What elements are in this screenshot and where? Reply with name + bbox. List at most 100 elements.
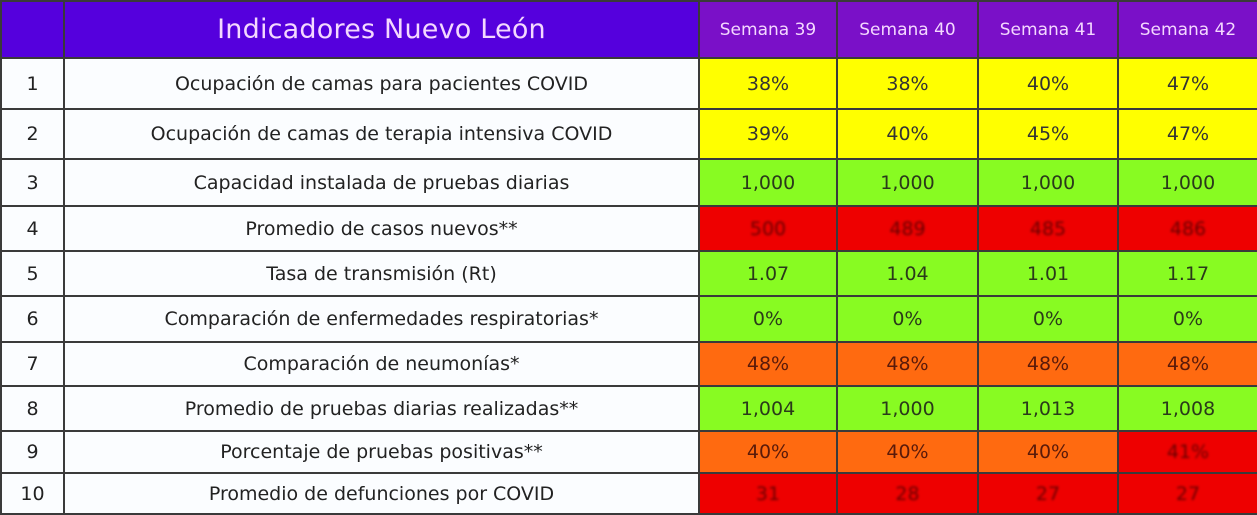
row-number: 2: [0, 108, 65, 160]
value-cell-green: 1,013: [977, 385, 1119, 432]
table-row: 10 Promedio de defunciones por COVID 31 28 2…: [0, 472, 1257, 515]
value-cell-orange: 48%: [1117, 341, 1257, 387]
value-text: 1,000: [880, 171, 935, 194]
value-text: 1,000: [1020, 171, 1076, 194]
indicator-label: Ocupación de camas para pacientes COVID: [63, 57, 700, 110]
indicator-label: Promedio de pruebas diarias realizadas**: [63, 385, 700, 432]
value-text: 485: [1029, 217, 1067, 240]
value-text: 1,000: [880, 397, 935, 420]
indicator-label: Capacidad instalada de pruebas diarias: [63, 158, 700, 207]
value-cell-green: 1.04: [836, 250, 979, 297]
value-text: 41%: [1166, 441, 1210, 463]
table-row: 6 Comparación de enfermedades respiratori…: [0, 295, 1257, 343]
value-text: 0%: [1172, 308, 1204, 330]
value-text: 0%: [892, 308, 923, 330]
value-cell-orange: 48%: [698, 341, 838, 387]
value-text: 28: [895, 482, 920, 505]
value-text: 486: [1169, 217, 1207, 240]
value-cell-red: 27: [1117, 472, 1257, 515]
value-cell-green: 1,000: [977, 158, 1119, 207]
indicator-label: Comparación de enfermedades respiratoria…: [63, 295, 700, 343]
value-cell-orange: 48%: [836, 341, 979, 387]
value-cell-yellow: 47%: [1117, 57, 1257, 110]
value-cell-orange: 40%: [977, 430, 1119, 474]
value-cell-green: 1.17: [1117, 250, 1257, 297]
value-text: 40%: [1026, 72, 1070, 95]
row-number: 9: [0, 430, 65, 474]
value-cell-red: 41%: [1117, 430, 1257, 474]
value-text: 38%: [886, 72, 929, 95]
week-header-39: Semana 39: [698, 0, 838, 59]
value-text: 1,000: [740, 171, 796, 194]
value-text: 1,008: [1160, 397, 1216, 420]
value-text: 1.17: [1166, 262, 1210, 285]
row-number: 10: [0, 472, 65, 515]
value-cell-green: 0%: [698, 295, 838, 343]
row-number: 1: [0, 57, 65, 110]
indicator-label: Promedio de defunciones por COVID: [63, 472, 700, 515]
value-text: 48%: [886, 353, 929, 375]
row-number: 5: [0, 250, 65, 297]
value-text: 489: [889, 217, 926, 240]
row-number: 3: [0, 158, 65, 207]
value-cell-green: 0%: [977, 295, 1119, 343]
row-number: 8: [0, 385, 65, 432]
value-text: 40%: [1026, 441, 1070, 463]
value-text: 1.04: [886, 262, 929, 285]
row-number: 7: [0, 341, 65, 387]
value-cell-orange: 40%: [698, 430, 838, 474]
value-text: 45%: [1026, 123, 1070, 145]
value-text: 48%: [1026, 353, 1070, 375]
value-text: 47%: [1166, 123, 1210, 145]
table-row: 8 Promedio de pruebas diarias realizadas*…: [0, 385, 1257, 432]
value-cell-red: 28: [836, 472, 979, 515]
indicator-label: Ocupación de camas de terapia intensiva …: [63, 108, 700, 160]
table-row: 1 Ocupación de camas para pacientes COVID…: [0, 57, 1257, 110]
value-cell-red: 500: [698, 205, 838, 252]
value-text: 27: [1035, 482, 1061, 505]
table-body: 1 Ocupación de camas para pacientes COVID…: [0, 57, 1257, 515]
value-cell-yellow: 47%: [1117, 108, 1257, 160]
header-row: Indicadores Nuevo León Semana 39 Semana …: [0, 0, 1257, 59]
value-cell-green: 1.01: [977, 250, 1119, 297]
value-cell-green: 1,000: [1117, 158, 1257, 207]
value-text: 1,000: [1160, 171, 1216, 194]
value-cell-green: 1.07: [698, 250, 838, 297]
value-text: 1,004: [740, 397, 796, 420]
week-header-42: Semana 42: [1117, 0, 1257, 59]
table-title: Indicadores Nuevo León: [63, 0, 700, 59]
indicator-label: Promedio de casos nuevos**: [63, 205, 700, 252]
value-cell-yellow: 40%: [977, 57, 1119, 110]
value-text: 1.01: [1026, 262, 1070, 285]
value-cell-green: 1,000: [836, 158, 979, 207]
value-cell-green: 1,000: [836, 385, 979, 432]
value-cell-orange: 48%: [977, 341, 1119, 387]
value-cell-red: 485: [977, 205, 1119, 252]
value-text: 1.07: [746, 262, 790, 285]
indicator-label: Comparación de neumonías*: [63, 341, 700, 387]
value-text: 0%: [752, 308, 784, 330]
value-cell-red: 489: [836, 205, 979, 252]
value-text: 31: [755, 482, 781, 505]
value-cell-yellow: 45%: [977, 108, 1119, 160]
value-text: 39%: [746, 123, 790, 145]
value-text: 47%: [1166, 72, 1210, 95]
value-cell-green: 1,008: [1117, 385, 1257, 432]
value-cell-red: 31: [698, 472, 838, 515]
value-text: 38%: [746, 72, 790, 95]
value-text: 27: [1175, 482, 1201, 505]
value-cell-green: 0%: [1117, 295, 1257, 343]
row-number: 6: [0, 295, 65, 343]
week-header-41: Semana 41: [977, 0, 1119, 59]
value-text: 0%: [1032, 308, 1064, 330]
value-text: 40%: [746, 441, 790, 463]
table-row: 2 Ocupación de camas de terapia intensiva…: [0, 108, 1257, 160]
week-header-40: Semana 40: [836, 0, 979, 59]
header-number-cell: [0, 0, 65, 59]
value-text: 48%: [746, 353, 790, 375]
value-cell-green: 0%: [836, 295, 979, 343]
value-cell-red: 27: [977, 472, 1119, 515]
value-text: 48%: [1166, 353, 1210, 375]
value-cell-red: 486: [1117, 205, 1257, 252]
